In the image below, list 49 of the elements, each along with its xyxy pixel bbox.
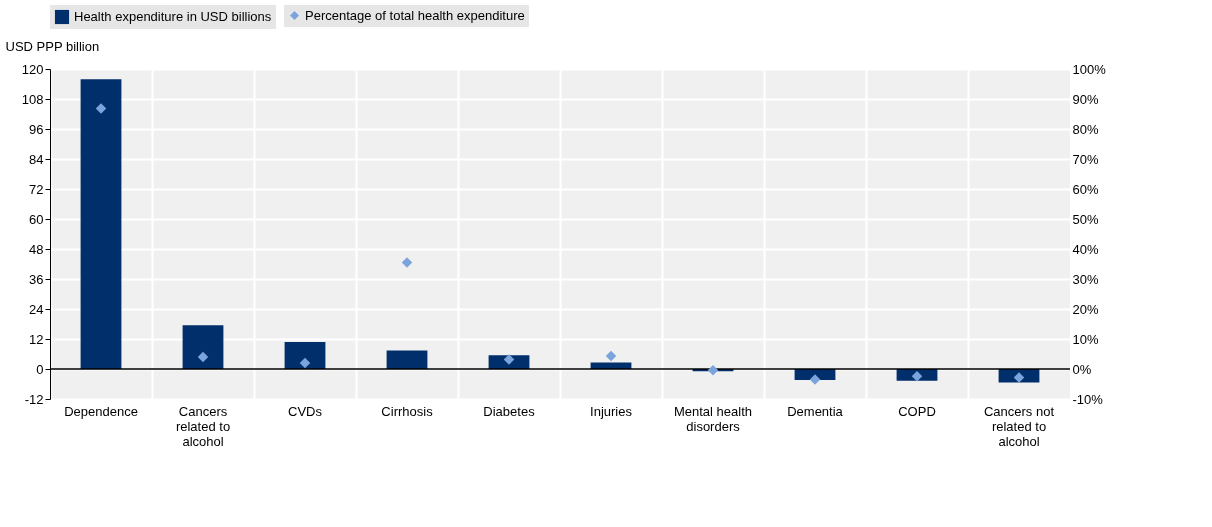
y2-tick-label: 20% [1072,301,1099,317]
x-tick-label: Dementia [787,403,844,419]
y-tick-label: 0 [36,361,44,377]
y-tick-label: 60 [29,211,44,227]
legend-label: Percentage of total health expenditure [305,7,525,23]
y-tick-label: 36 [29,271,44,287]
y2-tick-label: 70% [1072,151,1099,167]
x-tick-label: COPD [898,403,936,419]
y2-tick-label: 40% [1072,241,1099,257]
y-tick-label: -12 [24,391,44,407]
x-tick-label: Cirrhosis [381,403,434,419]
bar [182,325,224,369]
y2-tick-label: 80% [1072,121,1099,137]
y-axis-title: USD PPP billion [5,38,100,54]
x-tick-label: Cancers related to alcohol [175,403,231,449]
y-tick-label: 12 [29,331,44,347]
y2-tick-label: 50% [1072,211,1099,227]
y2-tick-label: 0% [1072,361,1092,377]
y-tick-label: 72 [29,181,44,197]
x-tick-label: Cancers not related to alcohol [983,403,1055,449]
point [707,364,719,376]
y2-tick-label: 10% [1072,331,1099,347]
point [95,103,107,114]
y-tick-label: 24 [29,301,44,317]
point [809,374,821,385]
y-tick-label: 96 [29,121,44,137]
x-tick-label: Injuries [590,403,633,419]
y-tick-label: 84 [29,151,44,167]
y2-tick-label: 100% [1072,61,1107,77]
x-tick-label: Diabetes [483,403,536,419]
x-tick-label: Mental health disorders [673,403,753,434]
point [605,350,617,362]
y2-tick-label: 30% [1072,271,1099,287]
bar [386,350,428,369]
y-tick-label: 48 [29,241,44,257]
x-tick-label: CVDs [288,403,323,419]
legend-label: Health expenditure in USD billions [74,9,272,24]
point [299,357,311,369]
bar [80,79,122,369]
y-tick-label: 120 [21,61,44,77]
x-tick-label: Dependence [64,403,138,419]
y2-tick-label: -10% [1072,391,1104,407]
y2-tick-label: 90% [1072,91,1099,107]
point [401,257,413,268]
point [911,370,923,382]
y-tick-label: 108 [21,91,44,107]
bar [284,342,326,369]
point [197,351,209,363]
y2-tick-label: 60% [1072,181,1099,197]
